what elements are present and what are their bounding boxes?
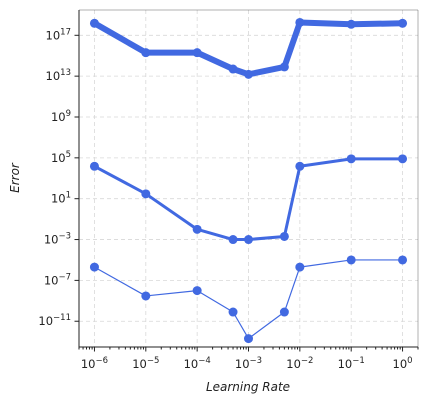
data-point	[89, 161, 99, 171]
data-point	[141, 189, 151, 199]
y-tick-label: 1013	[46, 68, 71, 83]
series-layer	[89, 17, 408, 344]
y-tick-label: 10−3	[44, 232, 71, 247]
data-point	[346, 255, 356, 265]
data-point	[295, 17, 305, 27]
data-point	[346, 154, 356, 164]
x-axis-label: Learning Rate	[206, 380, 290, 394]
x-tick-label: 10−5	[132, 356, 159, 371]
y-tick-label: 10−11	[38, 313, 71, 328]
data-point	[295, 262, 305, 272]
data-point	[244, 334, 253, 344]
data-point	[279, 62, 289, 72]
data-point	[346, 19, 356, 29]
y-axis-label: Error	[8, 162, 22, 193]
x-tick-label: 10−6	[81, 356, 108, 371]
x-tick-label: 10−2	[286, 356, 313, 371]
y-tick-label: 109	[51, 109, 71, 124]
y-tick-label: 101	[51, 191, 71, 206]
data-point	[192, 286, 202, 296]
series-1	[89, 17, 408, 79]
y-tick-label: 1017	[46, 27, 71, 42]
data-point	[279, 307, 289, 317]
data-point	[398, 18, 408, 28]
series-3	[89, 255, 408, 344]
data-point	[228, 64, 238, 74]
data-point	[244, 235, 253, 245]
axes: 10−6 10−5 10−4 10−3 10−2 10−1 100 10−11 10−7 10−3…	[38, 9, 419, 371]
data-point	[228, 307, 238, 317]
series-2	[89, 154, 408, 245]
y-tick-label: 105	[51, 150, 71, 165]
x-tick-label: 10−3	[235, 356, 262, 371]
x-tick-label: 100	[393, 356, 413, 371]
data-point	[228, 235, 238, 245]
data-point	[295, 161, 305, 171]
data-point	[89, 18, 99, 28]
data-point	[192, 48, 202, 58]
data-point	[141, 48, 151, 58]
data-point	[279, 231, 289, 241]
data-point	[89, 262, 99, 272]
x-tick-label: 10−4	[184, 356, 211, 371]
x-tick-label: 10−1	[338, 356, 365, 371]
grid	[79, 10, 418, 347]
data-point	[398, 154, 408, 164]
data-point	[141, 291, 151, 301]
data-point	[398, 255, 408, 265]
data-point	[192, 224, 202, 234]
y-tick-label: 10−7	[44, 272, 71, 287]
data-point	[244, 69, 253, 79]
